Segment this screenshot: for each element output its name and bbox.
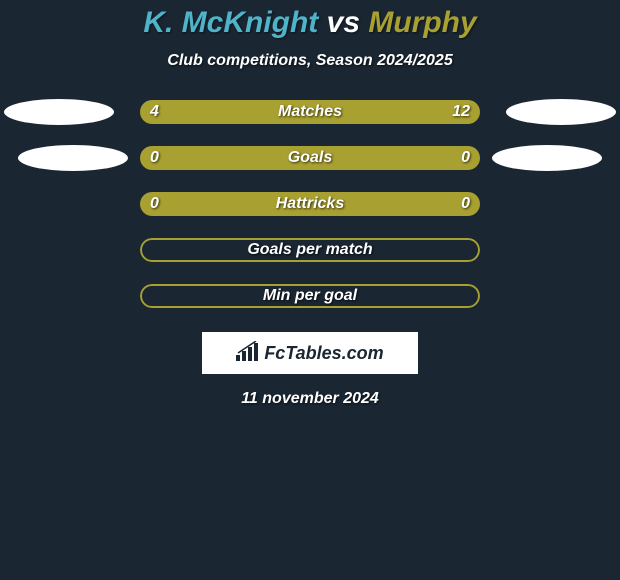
stat-bar: Goals per match: [140, 238, 480, 262]
stat-label: Min per goal: [140, 284, 480, 308]
team-marker-right: [492, 145, 602, 171]
date-label: 11 november 2024: [0, 390, 620, 408]
stat-bar: Min per goal: [140, 284, 480, 308]
team-marker-right: [506, 99, 616, 125]
stat-value-right: 12: [452, 100, 470, 124]
page-title: K. McKnight vs Murphy: [0, 6, 620, 40]
comparison-infographic: K. McKnight vs Murphy Club competitions,…: [0, 0, 620, 408]
stat-bar: Matches4 12: [140, 100, 480, 124]
chart-ascending-icon: [236, 341, 260, 366]
stats-rows: Matches412Goals00Hattricks00Goals per ma…: [0, 100, 620, 308]
stat-row: Goals0 0: [0, 146, 620, 170]
team-marker-left: [4, 99, 114, 125]
logo-text: FcTables.com: [264, 343, 383, 364]
stat-bar: Goals0 0: [140, 146, 480, 170]
stat-label: Hattricks: [140, 192, 480, 216]
stat-label: Goals: [140, 146, 480, 170]
stat-label: Matches: [140, 100, 480, 124]
vs-label: vs: [327, 6, 360, 39]
stat-row: Goals per match: [0, 238, 620, 262]
stat-value-right: 0: [461, 146, 470, 170]
stat-value-right: 0: [461, 192, 470, 216]
player1-name: K. McKnight: [143, 6, 318, 39]
stat-value-left: 0: [150, 192, 159, 216]
stat-row: Min per goal: [0, 284, 620, 308]
team-marker-left: [18, 145, 128, 171]
logo-box: FcTables.com: [202, 332, 418, 374]
stat-row: Matches4 12: [0, 100, 620, 124]
stat-label: Goals per match: [140, 238, 480, 262]
subtitle: Club competitions, Season 2024/2025: [0, 52, 620, 70]
stat-row: Hattricks0 0: [0, 192, 620, 216]
player2-name: Murphy: [368, 6, 476, 39]
stat-value-left: 4: [150, 100, 159, 124]
stat-bar: Hattricks0 0: [140, 192, 480, 216]
stat-value-left: 0: [150, 146, 159, 170]
